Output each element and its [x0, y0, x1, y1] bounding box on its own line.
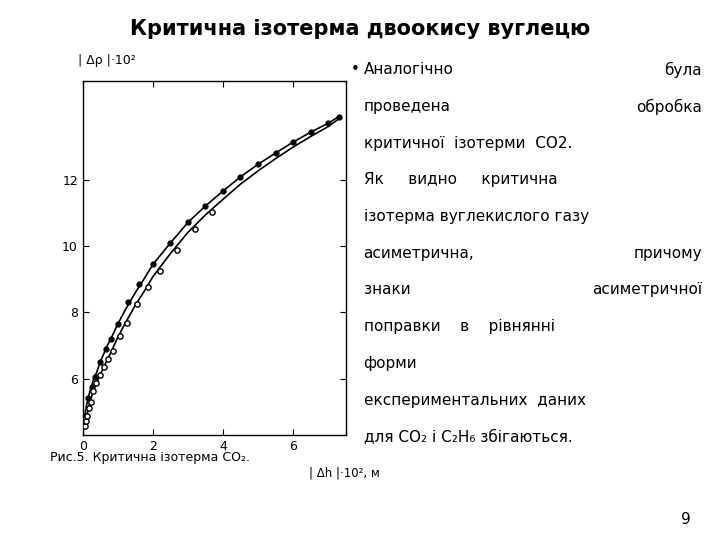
Text: Як     видно     критична: Як видно критична [364, 172, 557, 187]
Text: асиметричної: асиметричної [592, 282, 702, 298]
Text: ізотерма вуглекислого газу: ізотерма вуглекислого газу [364, 209, 589, 224]
Text: була: була [665, 62, 702, 78]
Text: Критична ізотерма двоокису вуглецю: Критична ізотерма двоокису вуглецю [130, 19, 590, 39]
Text: для CO₂ і C₂H₆ збігаються.: для CO₂ і C₂H₆ збігаються. [364, 429, 572, 444]
Text: поправки    в    рівнянні: поправки в рівнянні [364, 319, 554, 334]
Text: обробка: обробка [636, 99, 702, 115]
Text: •: • [351, 62, 359, 77]
Text: причому: причому [634, 246, 702, 261]
Text: експериментальних  даних: експериментальних даних [364, 393, 585, 408]
Text: | Δh |·10², м: | Δh |·10², м [309, 467, 379, 480]
Text: Рис.5. Критична ізотерма CO₂.: Рис.5. Критична ізотерма CO₂. [50, 451, 251, 464]
Text: проведена: проведена [364, 99, 451, 114]
Text: асиметрична,: асиметрична, [364, 246, 474, 261]
Text: Аналогічно: Аналогічно [364, 62, 454, 77]
Text: 9: 9 [681, 511, 691, 526]
Text: | Δρ |·10²: | Δρ |·10² [78, 54, 135, 67]
Text: форми: форми [364, 356, 417, 371]
Text: критичної  ізотерми  CO2.: критичної ізотерми CO2. [364, 136, 572, 151]
Text: знаки: знаки [364, 282, 410, 298]
